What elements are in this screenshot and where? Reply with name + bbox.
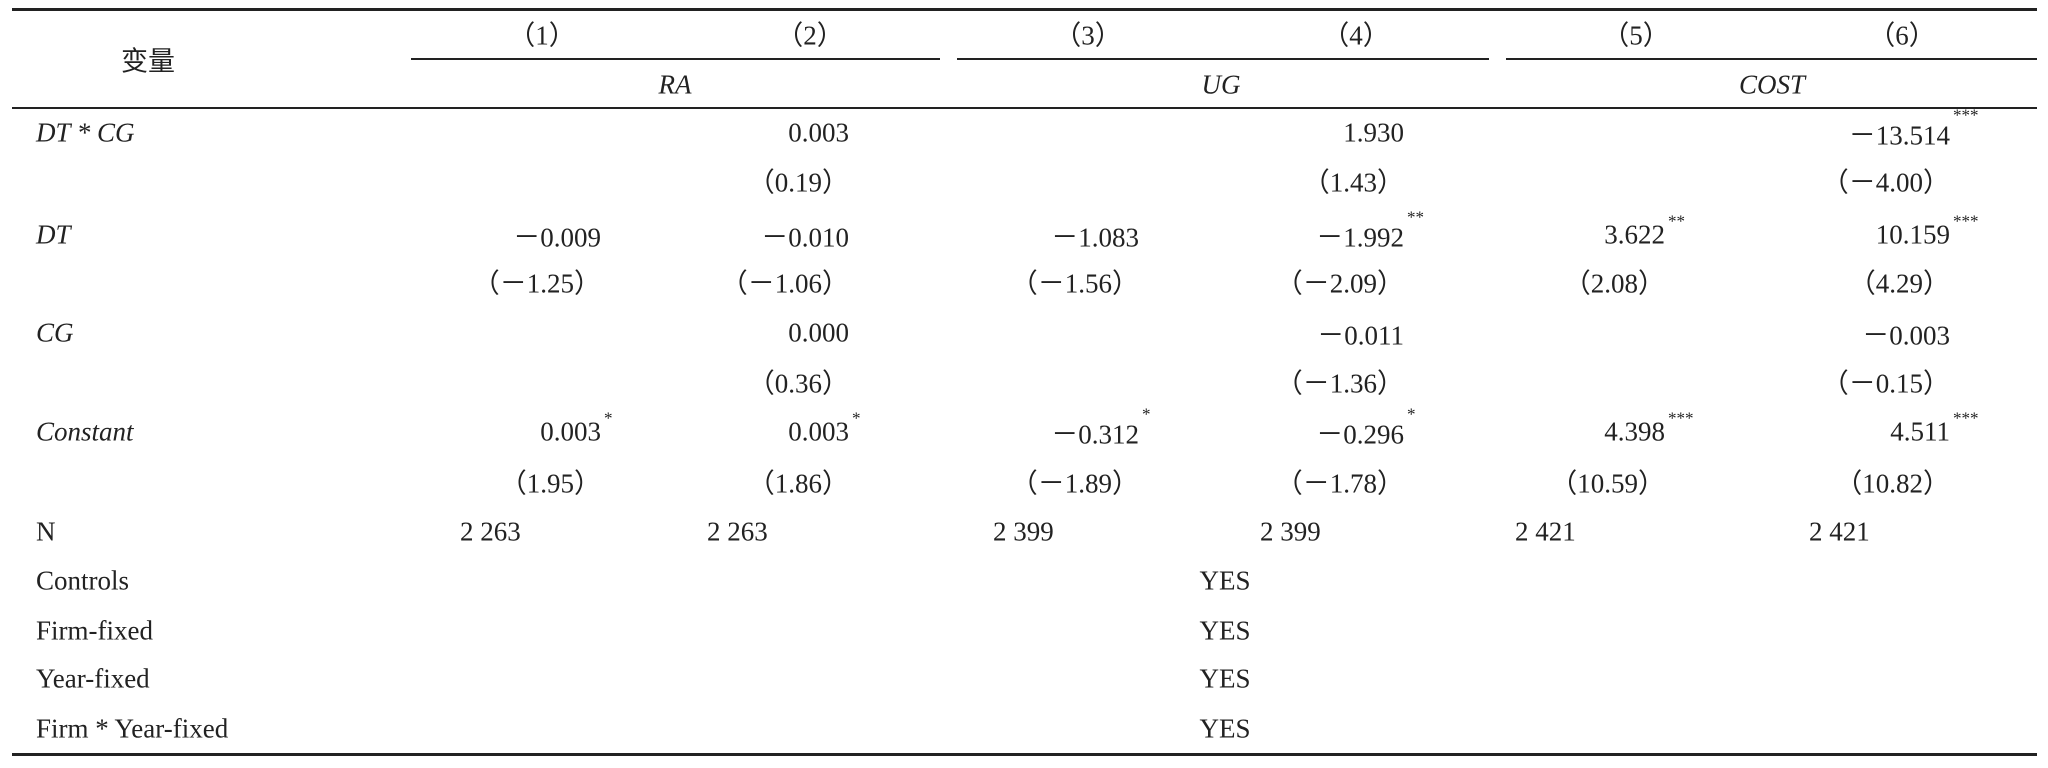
column-number: （5）	[1602, 20, 1670, 51]
cell-value: －0.003	[1862, 320, 1950, 351]
row-label: Firm-fixed	[36, 615, 153, 646]
cell-value: （－4.00）	[1821, 167, 1950, 198]
cell-value: （0.36）	[747, 368, 849, 399]
cell-value: 0.003	[788, 117, 849, 148]
cell-value: 1.930	[1343, 117, 1404, 148]
significance-stars: **	[1668, 211, 1685, 231]
cell-value: 3.622 **	[1604, 211, 1685, 250]
column-number: （4）	[1322, 20, 1390, 51]
significance-stars: *	[1407, 404, 1416, 424]
significance-stars: *	[852, 408, 861, 428]
cell-value: 4.398 ***	[1604, 408, 1694, 447]
significance-stars: ***	[1953, 105, 1979, 125]
cell-value: （－0.15）	[1821, 368, 1950, 399]
cell-value: 2 263	[707, 516, 768, 547]
cell-value: －0.296 *	[1316, 404, 1416, 450]
row-label: DT	[36, 219, 71, 250]
cell-value: －13.514 ***	[1848, 105, 1979, 151]
header-rule	[12, 107, 2037, 109]
cell-value: （－1.06）	[720, 268, 849, 299]
significance-stars: ***	[1953, 408, 1979, 428]
significance-stars: *	[604, 408, 613, 428]
cell-value: （4.29）	[1848, 268, 1950, 299]
cell-value: －0.312 *	[1051, 404, 1151, 450]
row-label: CG	[36, 317, 74, 348]
cell-value: 0.003 *	[788, 408, 861, 447]
cell-value: 2 399	[993, 516, 1054, 547]
cell-value: （2.08）	[1563, 268, 1665, 299]
significance-stars: ***	[1668, 408, 1694, 428]
row-label: DT * CG	[36, 117, 135, 148]
column-number: （3）	[1054, 20, 1122, 51]
column-number: （6）	[1868, 20, 1936, 51]
cell-value: 2 263	[460, 516, 521, 547]
cell-value: （－1.89）	[1010, 468, 1139, 499]
cell-value: YES	[1199, 663, 1251, 694]
cell-value: （－1.56）	[1010, 268, 1139, 299]
bottom-rule	[12, 753, 2037, 756]
column-number: （1）	[508, 20, 576, 51]
cell-value: 2 421	[1809, 516, 1870, 547]
group-rule	[957, 58, 1489, 60]
cell-value: －0.011	[1317, 320, 1404, 351]
cell-value: 2 399	[1260, 516, 1321, 547]
cell-value: （－1.25）	[472, 268, 601, 299]
row-label: Year-fixed	[36, 663, 150, 694]
header-label: 变量	[121, 46, 175, 77]
cell-value: （1.86）	[747, 468, 849, 499]
cell-value: 2 421	[1515, 516, 1576, 547]
group-label: RA	[658, 69, 692, 100]
significance-stars: ***	[1953, 211, 1979, 231]
cell-value: （1.95）	[499, 468, 601, 499]
cell-value: （－2.09）	[1275, 268, 1404, 299]
group-rule	[411, 58, 940, 60]
cell-value: YES	[1199, 615, 1251, 646]
cell-value: －1.083	[1051, 222, 1139, 253]
column-number: （2）	[776, 20, 844, 51]
row-label: Controls	[36, 565, 130, 596]
cell-value: （－1.78）	[1275, 468, 1404, 499]
cell-value: －0.010	[761, 222, 849, 253]
cell-value: （10.59）	[1550, 468, 1665, 499]
cell-value: （10.82）	[1835, 468, 1950, 499]
cell-value: 0.003 *	[540, 408, 613, 447]
cell-value: YES	[1199, 713, 1251, 744]
significance-stars: **	[1407, 207, 1424, 227]
cell-value: －0.009	[513, 222, 601, 253]
cell-value: （0.19）	[747, 167, 849, 198]
cell-value: 0.000	[788, 317, 849, 348]
cell-value: （－1.36）	[1275, 368, 1404, 399]
group-label: UG	[1201, 69, 1241, 100]
significance-stars: *	[1142, 404, 1151, 424]
group-label: COST	[1738, 69, 1806, 100]
cell-value: 10.159 ***	[1875, 211, 1979, 250]
cell-value: －1.992 **	[1316, 207, 1424, 253]
cell-value: YES	[1199, 565, 1251, 596]
row-label: Firm * Year-fixed	[36, 713, 229, 744]
group-rule	[1506, 58, 2037, 60]
cell-value: （1.43）	[1302, 167, 1404, 198]
row-label: N	[36, 516, 56, 547]
top-rule	[12, 8, 2037, 11]
row-label: Constant	[36, 416, 134, 447]
cell-value: 4.511 ***	[1890, 408, 1979, 447]
